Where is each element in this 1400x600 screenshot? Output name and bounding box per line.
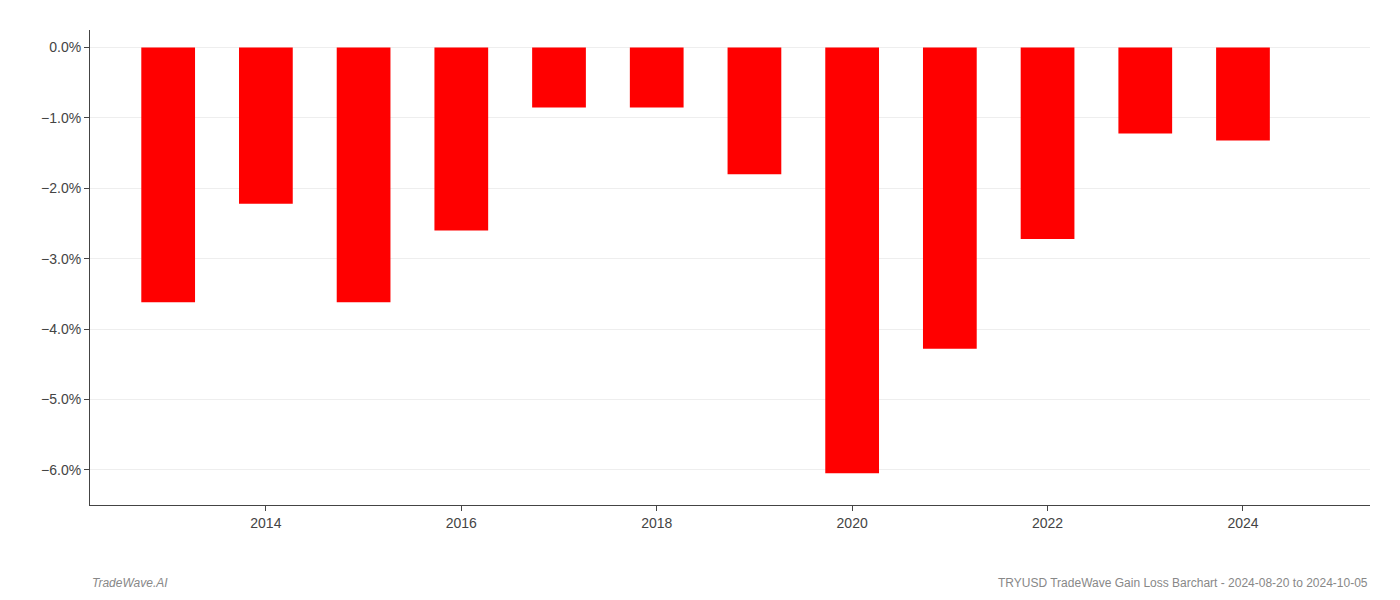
svg-text:−1.0%: −1.0% — [41, 110, 81, 126]
svg-text:−5.0%: −5.0% — [41, 391, 81, 407]
svg-text:−4.0%: −4.0% — [41, 321, 81, 337]
svg-text:−3.0%: −3.0% — [41, 251, 81, 267]
svg-text:2018: 2018 — [641, 515, 672, 531]
svg-text:−2.0%: −2.0% — [41, 180, 81, 196]
svg-text:2014: 2014 — [250, 515, 281, 531]
svg-text:2016: 2016 — [446, 515, 477, 531]
svg-text:0.0%: 0.0% — [49, 39, 81, 55]
svg-text:TradeWave.AI: TradeWave.AI — [92, 576, 168, 590]
svg-text:2020: 2020 — [837, 515, 868, 531]
svg-text:2024: 2024 — [1227, 515, 1258, 531]
svg-text:−6.0%: −6.0% — [41, 462, 81, 478]
svg-text:TRYUSD TradeWave Gain Loss Bar: TRYUSD TradeWave Gain Loss Barchart - 20… — [998, 576, 1368, 590]
svg-text:2022: 2022 — [1032, 515, 1063, 531]
